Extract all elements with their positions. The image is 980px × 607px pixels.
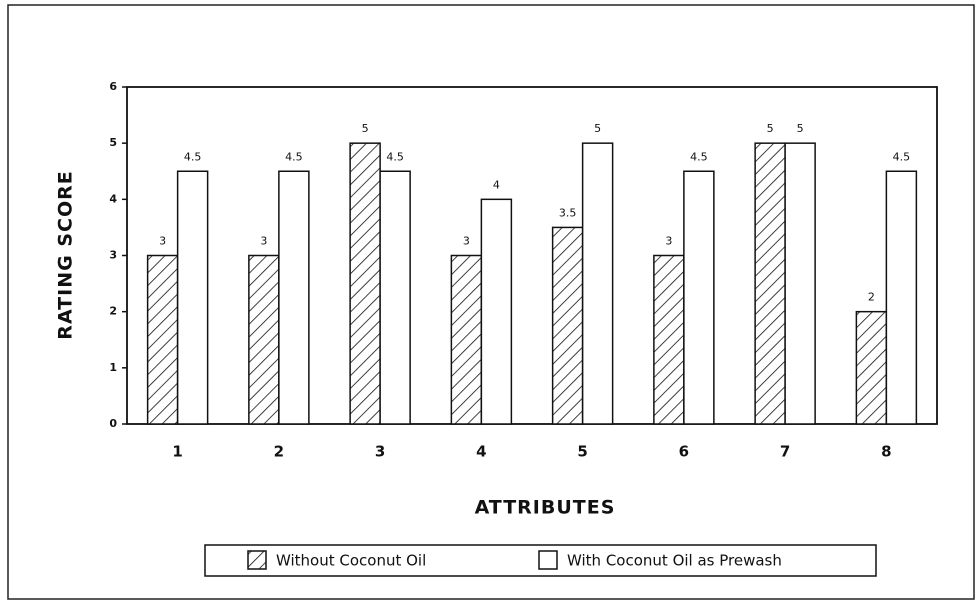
- value-label: 4.5: [690, 150, 708, 163]
- x-tick-label: 6: [679, 443, 689, 461]
- bar: [855, 310, 888, 425]
- value-label: 5: [797, 122, 804, 135]
- y-tick-label: 0: [109, 417, 117, 430]
- value-label: 4.5: [386, 150, 404, 163]
- bar: [146, 254, 179, 425]
- legend-swatch: [538, 550, 558, 570]
- bar: [379, 170, 411, 425]
- bar: [480, 198, 513, 425]
- bar: [349, 142, 381, 425]
- x-tick-label: 8: [881, 443, 891, 461]
- value-label: 2: [868, 291, 875, 304]
- y-tick-label: 4: [109, 192, 117, 205]
- bar: [885, 170, 918, 425]
- value-label: 4.5: [893, 150, 911, 163]
- value-label: 5: [594, 122, 601, 135]
- bar: [581, 142, 614, 425]
- bar: [450, 254, 483, 425]
- bar: [176, 170, 209, 425]
- bar: [551, 226, 584, 425]
- y-tick-label: 5: [109, 136, 117, 149]
- x-tick-label: 4: [476, 443, 486, 461]
- x-axis-label: ATTRIBUTES: [475, 497, 616, 519]
- x-tick-label: 3: [375, 443, 385, 461]
- legend-frame: [204, 544, 877, 577]
- value-label: 3: [260, 235, 267, 248]
- value-label: 5: [362, 122, 369, 135]
- y-tick-label: 6: [109, 80, 117, 93]
- value-label: 3: [463, 235, 470, 248]
- bar: [683, 170, 715, 425]
- bar: [784, 142, 816, 425]
- x-tick-label: 7: [780, 443, 790, 461]
- y-tick-label: 2: [109, 305, 117, 318]
- legend-label: Without Coconut Oil: [276, 552, 426, 570]
- value-label: 4.5: [184, 150, 202, 163]
- value-label: 5: [767, 122, 774, 135]
- value-label: 3: [159, 235, 166, 248]
- bar: [278, 170, 310, 425]
- outer-frame: [7, 4, 975, 600]
- y-tick-label: 1: [109, 361, 117, 374]
- value-label: 3.5: [559, 206, 577, 219]
- bar: [248, 254, 280, 425]
- value-label: 4: [493, 178, 500, 191]
- bar: [653, 254, 685, 425]
- y-axis-label: RATING SCORE: [55, 170, 77, 339]
- x-tick-label: 5: [577, 443, 587, 461]
- value-label: 3: [665, 235, 672, 248]
- legend-swatch: [247, 550, 267, 570]
- value-label: 4.5: [285, 150, 303, 163]
- x-tick-label: 2: [274, 443, 284, 461]
- legend-label: With Coconut Oil as Prewash: [567, 552, 782, 570]
- x-tick-label: 1: [172, 443, 182, 461]
- y-tick-label: 3: [109, 249, 117, 262]
- bar: [754, 142, 786, 425]
